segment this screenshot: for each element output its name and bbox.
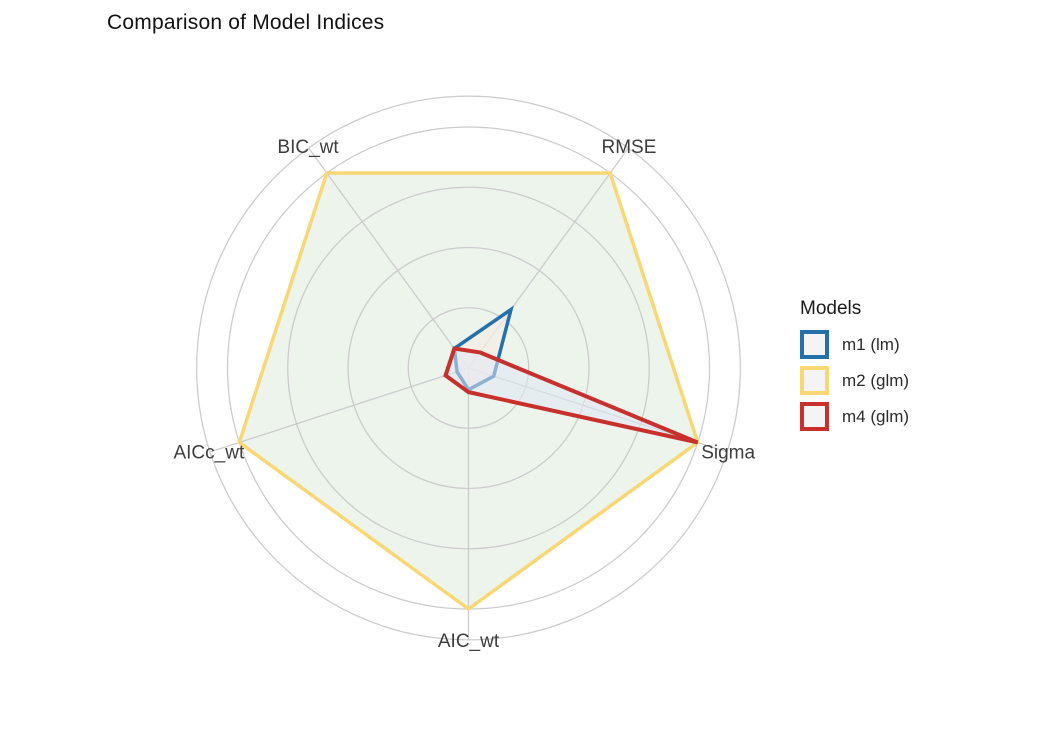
grid-spoke-BIC_wt xyxy=(308,147,470,369)
series-outline-m2 xyxy=(237,171,700,612)
legend-item-m1: m1 (lm) xyxy=(800,330,909,359)
legend-item-m4: m4 (glm) xyxy=(800,402,909,431)
series-polygon-m4 xyxy=(443,346,699,445)
axis-label-BIC_wt: BIC_wt xyxy=(277,137,339,158)
legend: Models m1 (lm) m2 (glm) m4 (glm) xyxy=(800,298,909,438)
legend-swatch-m4-icon xyxy=(800,402,829,431)
axis-label-RMSE: RMSE xyxy=(602,137,657,158)
axis-label-AICc_wt: AICc_wt xyxy=(173,442,244,463)
grid-spoke-AICc_wt xyxy=(209,367,469,453)
legend-item-m2: m2 (glm) xyxy=(800,366,909,395)
legend-swatch-m2-icon xyxy=(800,366,829,395)
legend-item-label: m2 (glm) xyxy=(842,370,910,390)
legend-swatch-m1-icon xyxy=(800,330,829,359)
legend-item-label: m4 (glm) xyxy=(842,406,910,426)
axis-label-AIC_wt: AIC_wt xyxy=(438,631,500,652)
page-title: Comparison of Model Indices xyxy=(107,11,385,34)
axis-label-Sigma: Sigma xyxy=(701,442,755,463)
legend-title: Models xyxy=(800,298,862,319)
legend-item-label: m1 (lm) xyxy=(842,334,900,354)
